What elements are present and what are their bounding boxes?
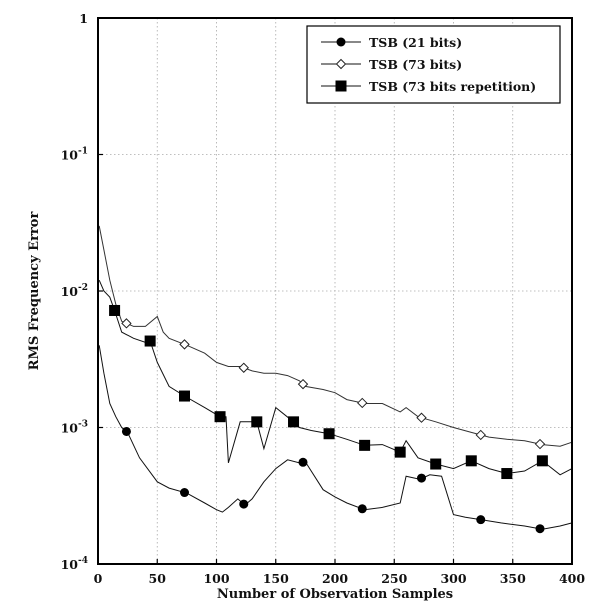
series-line-2	[98, 225, 573, 447]
series-3-marker	[359, 439, 371, 451]
y-tick-base: 10	[61, 148, 79, 163]
y-tick-label: 10-4	[61, 556, 88, 572]
y-tick-exponent: -4	[78, 556, 88, 566]
legend-diamond-icon	[335, 58, 347, 70]
legend-item: TSB (73 bits repetition)	[321, 79, 536, 94]
x-tick-label: 0	[94, 571, 103, 586]
x-tick-label: 200	[322, 571, 348, 586]
series-2-marker	[534, 438, 546, 450]
legend-item: TSB (73 bits)	[321, 57, 462, 72]
x-tick-label: 50	[149, 571, 167, 586]
y-axis-ticks: 10-410-310-210-11	[61, 11, 103, 572]
y-tick-exponent: -1	[78, 147, 88, 157]
y-tick-label: 1	[79, 11, 88, 26]
series-2-marker	[238, 362, 249, 373]
x-tick-label: 150	[263, 571, 289, 586]
legend: TSB (21 bits) TSB (73 bits) TSB (73 bits r…	[306, 25, 561, 104]
series-2-marker	[297, 378, 309, 390]
series-1-marker	[121, 426, 131, 436]
y-tick-label: 10-1	[61, 147, 88, 163]
series-1-marker	[298, 457, 308, 467]
series-1-marker	[535, 524, 545, 534]
y-tick-base: 10	[61, 557, 79, 572]
x-axis-label: Number of Observation Samples	[217, 587, 453, 602]
legend-item: TSB (21 bits)	[321, 35, 462, 50]
series-2-marker	[416, 412, 427, 423]
series-3-marker	[465, 455, 477, 467]
x-tick-label: 250	[381, 571, 407, 586]
legend-label: TSB (73 bits repetition)	[369, 79, 536, 94]
series-1-marker	[239, 499, 249, 509]
series-3-marker	[251, 416, 263, 428]
marker-group	[109, 304, 548, 534]
y-tick-exponent: -2	[78, 283, 88, 293]
x-tick-label: 400	[559, 571, 585, 586]
legend-label: TSB (73 bits)	[369, 57, 462, 72]
x-tick-label: 300	[440, 571, 466, 586]
series-3-marker	[501, 468, 513, 480]
legend-label: TSB (21 bits)	[369, 35, 462, 50]
x-tick-label: 100	[203, 571, 229, 586]
legend-square-icon	[335, 80, 347, 92]
series-3-marker	[144, 335, 156, 347]
series-3-marker	[323, 428, 335, 440]
series-3-marker	[179, 390, 191, 402]
series-1-marker	[180, 488, 190, 498]
series-2-marker	[475, 429, 486, 441]
legend-circle-icon	[336, 37, 346, 47]
y-tick-label: 10-2	[61, 283, 88, 299]
series-2-marker	[357, 397, 368, 409]
series-2-marker	[121, 318, 132, 329]
series-3-marker	[109, 304, 121, 316]
y-tick-base: 10	[61, 284, 79, 299]
series-3-marker	[536, 455, 548, 467]
series-3-marker	[214, 411, 226, 423]
series-3-marker	[394, 446, 406, 458]
y-tick-exponent: -3	[78, 420, 88, 430]
series-1-marker	[417, 473, 427, 483]
series-3-marker	[288, 416, 300, 428]
series-1-marker	[476, 515, 486, 525]
series-2-marker	[179, 339, 190, 350]
x-axis-ticks: 0 50 100 150 200 250 300 350 400	[94, 559, 585, 586]
x-tick-label: 350	[500, 571, 526, 586]
y-tick-label: 10-3	[61, 420, 88, 436]
series-3-marker	[430, 458, 442, 470]
y-tick-base: 10	[61, 421, 79, 436]
series-1-marker	[357, 504, 367, 514]
y-axis-label: RMS Frequency Error	[27, 212, 42, 371]
